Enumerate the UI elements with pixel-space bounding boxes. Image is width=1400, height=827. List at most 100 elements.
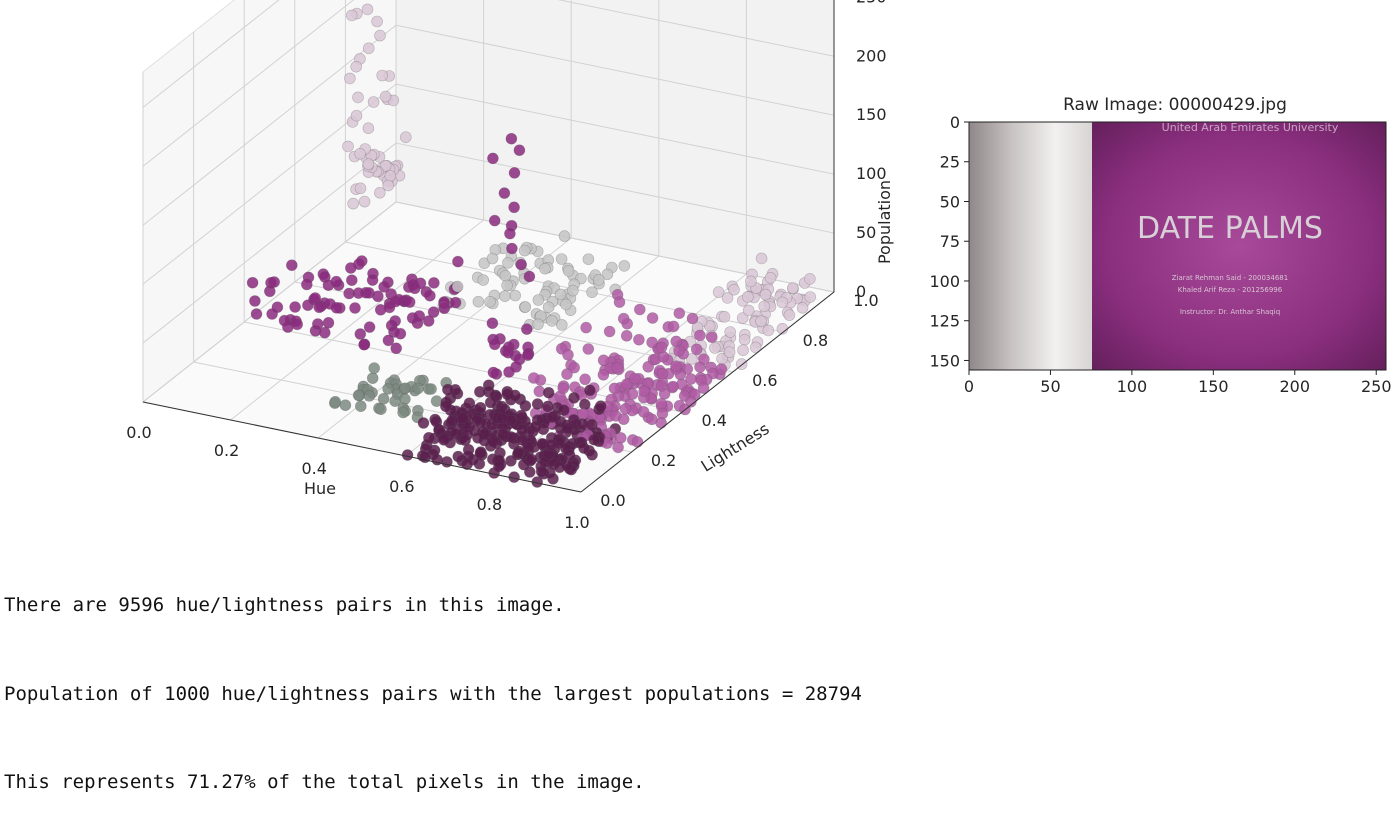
data-point (311, 318, 324, 330)
data-point (363, 321, 376, 333)
data-point (620, 329, 633, 342)
data-point (503, 366, 515, 378)
data-point (417, 417, 430, 429)
data-point (535, 465, 548, 478)
image-axes: 0 50 100 150 200 250 0 25 50 75 100 125 150 (930, 113, 1392, 396)
image-title: Raw Image: 00000429.jpg (1063, 95, 1287, 115)
image-y-tick-label: 125 (930, 312, 960, 331)
data-point (762, 324, 775, 337)
data-point (580, 321, 592, 334)
data-point (282, 321, 294, 333)
x-tick-label: 0.8 (477, 495, 502, 514)
data-point (518, 244, 531, 257)
x-tick-label: 1.0 (564, 513, 589, 530)
data-point (633, 333, 645, 346)
data-point (424, 289, 436, 302)
data-point (532, 294, 545, 306)
data-point (582, 253, 595, 266)
grid-line (142, 0, 355, 167)
data-point (484, 396, 497, 409)
data-point (617, 312, 630, 325)
y-tick-label: 0.0 (600, 491, 625, 510)
data-point (546, 315, 558, 327)
z-tick-label: 250 (856, 0, 887, 6)
data-point (300, 278, 313, 291)
data-point (352, 389, 365, 402)
data-point (378, 281, 390, 293)
data-point (487, 366, 500, 379)
data-point (560, 298, 572, 311)
data-point (546, 411, 559, 423)
data-point (505, 132, 518, 145)
data-point (480, 418, 493, 430)
image-left-gray-strip (969, 122, 1092, 370)
image-slide-title: DATE PALMS (1137, 211, 1323, 246)
data-point (557, 382, 570, 395)
data-point (638, 385, 650, 398)
data-point (508, 167, 521, 179)
data-point (737, 344, 749, 357)
data-point (783, 309, 796, 321)
data-point (563, 449, 576, 461)
data-point (603, 325, 616, 338)
data-point (786, 282, 799, 294)
data-point (385, 288, 397, 300)
y-axis-line (580, 291, 835, 493)
z-tick-label: 0 (856, 282, 866, 301)
x-tick-label: 0.2 (214, 441, 239, 460)
data-point (477, 274, 490, 286)
data-point (541, 400, 554, 413)
image-x-tick-label: 250 (1361, 377, 1392, 396)
data-point (441, 456, 453, 468)
data-point (626, 388, 639, 400)
data-point (456, 412, 469, 424)
data-point (473, 385, 486, 398)
data-point (697, 382, 710, 394)
data-point (249, 295, 261, 307)
data-point (459, 434, 471, 447)
data-point (539, 262, 551, 275)
data-point (344, 262, 357, 274)
data-point (804, 273, 816, 285)
data-point (513, 353, 526, 366)
data-point (656, 367, 669, 380)
data-point (532, 318, 544, 331)
data-point (390, 342, 403, 355)
data-point (515, 409, 528, 422)
data-point (382, 383, 394, 395)
data-point (597, 368, 610, 381)
data-point (309, 292, 322, 304)
data-point (401, 449, 414, 461)
data-point (527, 372, 540, 384)
data-point (487, 435, 499, 448)
data-point (755, 315, 767, 328)
data-point (608, 382, 621, 395)
data-point (698, 353, 710, 366)
data-point (345, 9, 358, 22)
data-point (633, 303, 646, 316)
data-point (486, 317, 499, 330)
data-point (484, 295, 496, 308)
data-point (667, 320, 680, 333)
data-point (582, 343, 595, 355)
data-point (512, 447, 525, 459)
data-point (345, 274, 358, 287)
data-point (555, 319, 568, 331)
data-point (498, 187, 511, 199)
data-point (472, 432, 484, 444)
data-point (519, 400, 532, 412)
data-point (322, 316, 335, 329)
x-tick-label: 0.6 (389, 477, 414, 496)
grid-line (142, 0, 280, 108)
data-point (372, 290, 384, 303)
z-tick-label: 200 (856, 46, 887, 65)
data-point (601, 268, 614, 281)
grid-line (142, 24, 397, 226)
data-point (350, 60, 363, 73)
data-point (352, 91, 364, 104)
data-point (519, 301, 532, 313)
data-point (354, 148, 366, 160)
data-point (499, 290, 511, 302)
data-point (302, 299, 314, 312)
output-line-percent: This represents 71.27% of the total pixe… (4, 771, 645, 793)
